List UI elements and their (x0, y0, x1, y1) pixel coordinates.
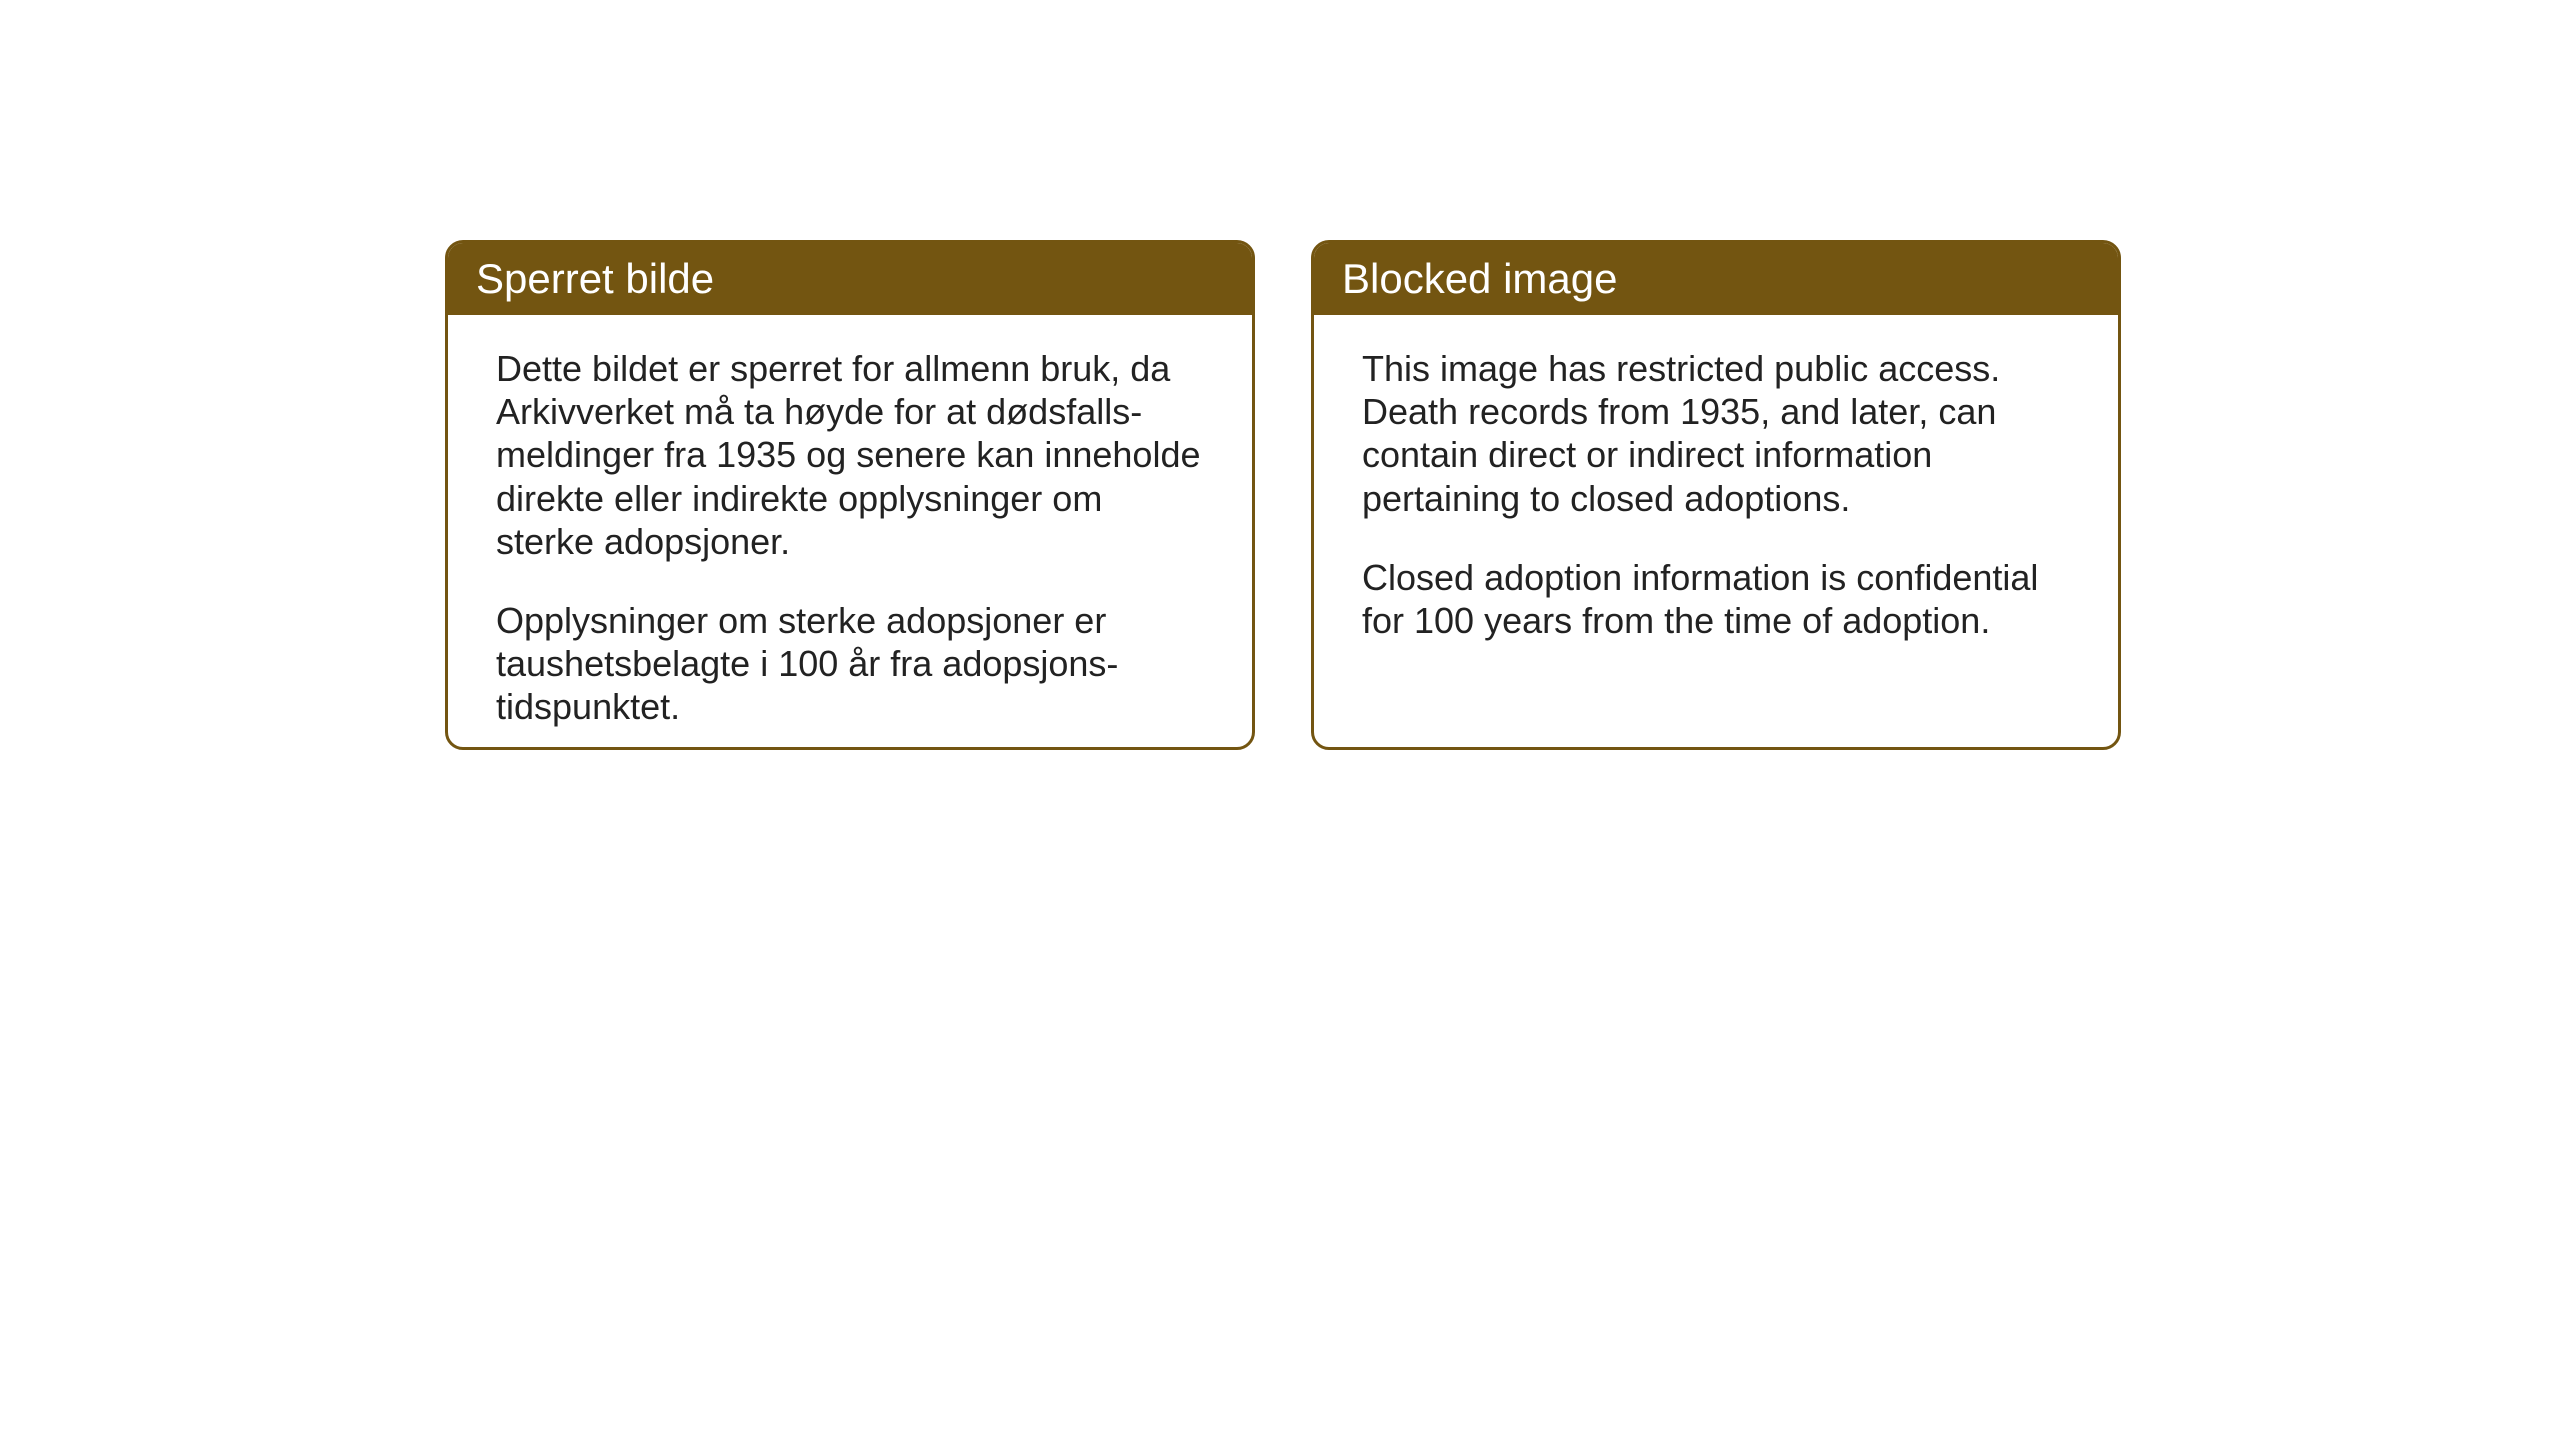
panel-paragraph-1-no: Dette bildet er sperret for allmenn bruk… (496, 347, 1204, 563)
panel-paragraph-2-en: Closed adoption information is confident… (1362, 556, 2070, 642)
panel-english: Blocked image This image has restricted … (1311, 240, 2121, 750)
panel-norwegian: Sperret bilde Dette bildet er sperret fo… (445, 240, 1255, 750)
panels-container: Sperret bilde Dette bildet er sperret fo… (445, 240, 2121, 750)
panel-body-english: This image has restricted public access.… (1314, 315, 2118, 674)
panel-header-norwegian: Sperret bilde (448, 243, 1252, 315)
panel-header-english: Blocked image (1314, 243, 2118, 315)
panel-paragraph-2-no: Opplysninger om sterke adopsjoner er tau… (496, 599, 1204, 729)
panel-paragraph-1-en: This image has restricted public access.… (1362, 347, 2070, 520)
panel-body-norwegian: Dette bildet er sperret for allmenn bruk… (448, 315, 1252, 750)
